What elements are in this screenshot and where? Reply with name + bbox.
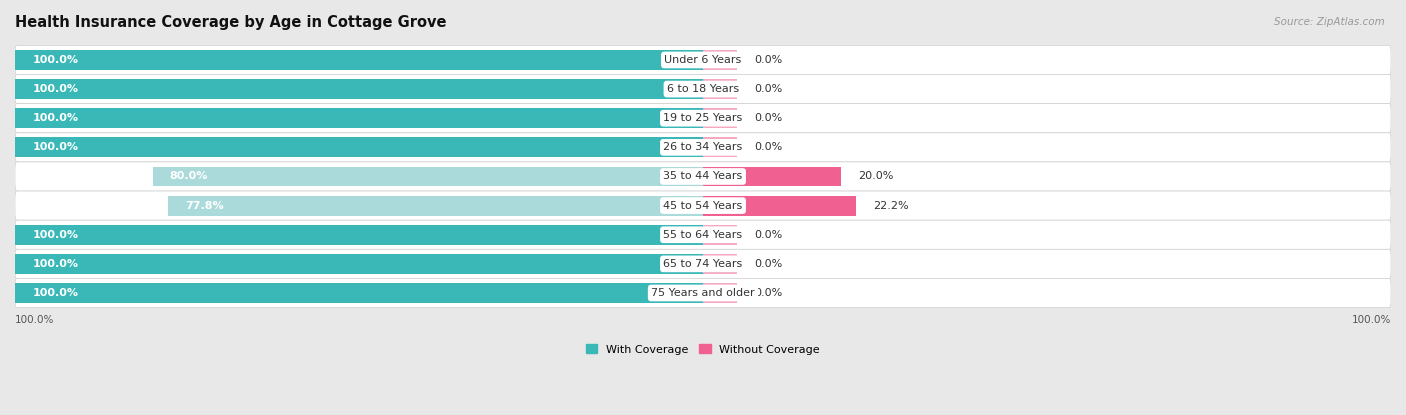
Text: 22.2%: 22.2%	[873, 200, 908, 210]
Bar	[703, 79, 737, 99]
Text: 65 to 74 Years: 65 to 74 Years	[664, 259, 742, 269]
Bar	[15, 108, 703, 128]
Bar	[703, 137, 737, 157]
FancyBboxPatch shape	[15, 104, 1391, 133]
Text: 100.0%: 100.0%	[32, 230, 79, 240]
FancyBboxPatch shape	[15, 249, 1391, 278]
Text: 20.0%: 20.0%	[858, 171, 893, 181]
Text: 0.0%: 0.0%	[755, 259, 783, 269]
FancyBboxPatch shape	[15, 191, 1391, 220]
Text: 26 to 34 Years: 26 to 34 Years	[664, 142, 742, 152]
Bar	[15, 50, 703, 70]
Legend: With Coverage, Without Coverage: With Coverage, Without Coverage	[582, 340, 824, 359]
FancyBboxPatch shape	[15, 45, 1391, 75]
Text: 77.8%: 77.8%	[186, 200, 224, 210]
Text: 100.0%: 100.0%	[32, 259, 79, 269]
Text: 100.0%: 100.0%	[32, 113, 79, 123]
Bar	[167, 196, 703, 215]
Text: Source: ZipAtlas.com: Source: ZipAtlas.com	[1274, 17, 1385, 27]
Bar	[15, 254, 703, 274]
Bar	[703, 196, 856, 215]
Text: 0.0%: 0.0%	[755, 288, 783, 298]
Text: 0.0%: 0.0%	[755, 142, 783, 152]
Text: 0.0%: 0.0%	[755, 84, 783, 94]
FancyBboxPatch shape	[15, 278, 1391, 308]
Text: 80.0%: 80.0%	[170, 171, 208, 181]
Text: 0.0%: 0.0%	[755, 113, 783, 123]
FancyBboxPatch shape	[15, 220, 1391, 249]
Text: 100.0%: 100.0%	[1351, 315, 1391, 325]
Text: 100.0%: 100.0%	[15, 315, 55, 325]
Bar	[703, 254, 737, 274]
Text: 100.0%: 100.0%	[32, 288, 79, 298]
Bar	[15, 137, 703, 157]
FancyBboxPatch shape	[15, 133, 1391, 162]
Text: 55 to 64 Years: 55 to 64 Years	[664, 230, 742, 240]
Text: 100.0%: 100.0%	[32, 142, 79, 152]
Bar	[15, 79, 703, 99]
Text: 19 to 25 Years: 19 to 25 Years	[664, 113, 742, 123]
Text: 6 to 18 Years: 6 to 18 Years	[666, 84, 740, 94]
Bar	[703, 283, 737, 303]
Bar	[703, 50, 737, 70]
Bar	[703, 166, 841, 186]
Text: 35 to 44 Years: 35 to 44 Years	[664, 171, 742, 181]
Text: 100.0%: 100.0%	[32, 84, 79, 94]
FancyBboxPatch shape	[15, 162, 1391, 191]
FancyBboxPatch shape	[15, 75, 1391, 104]
Text: Health Insurance Coverage by Age in Cottage Grove: Health Insurance Coverage by Age in Cott…	[15, 15, 447, 30]
Bar	[153, 166, 703, 186]
Bar	[15, 283, 703, 303]
Bar	[703, 108, 737, 128]
Text: 0.0%: 0.0%	[755, 230, 783, 240]
Text: 0.0%: 0.0%	[755, 55, 783, 65]
Text: 75 Years and older: 75 Years and older	[651, 288, 755, 298]
Text: 100.0%: 100.0%	[32, 55, 79, 65]
Text: Under 6 Years: Under 6 Years	[665, 55, 741, 65]
Bar	[703, 225, 737, 244]
Bar	[15, 225, 703, 244]
Text: 45 to 54 Years: 45 to 54 Years	[664, 200, 742, 210]
